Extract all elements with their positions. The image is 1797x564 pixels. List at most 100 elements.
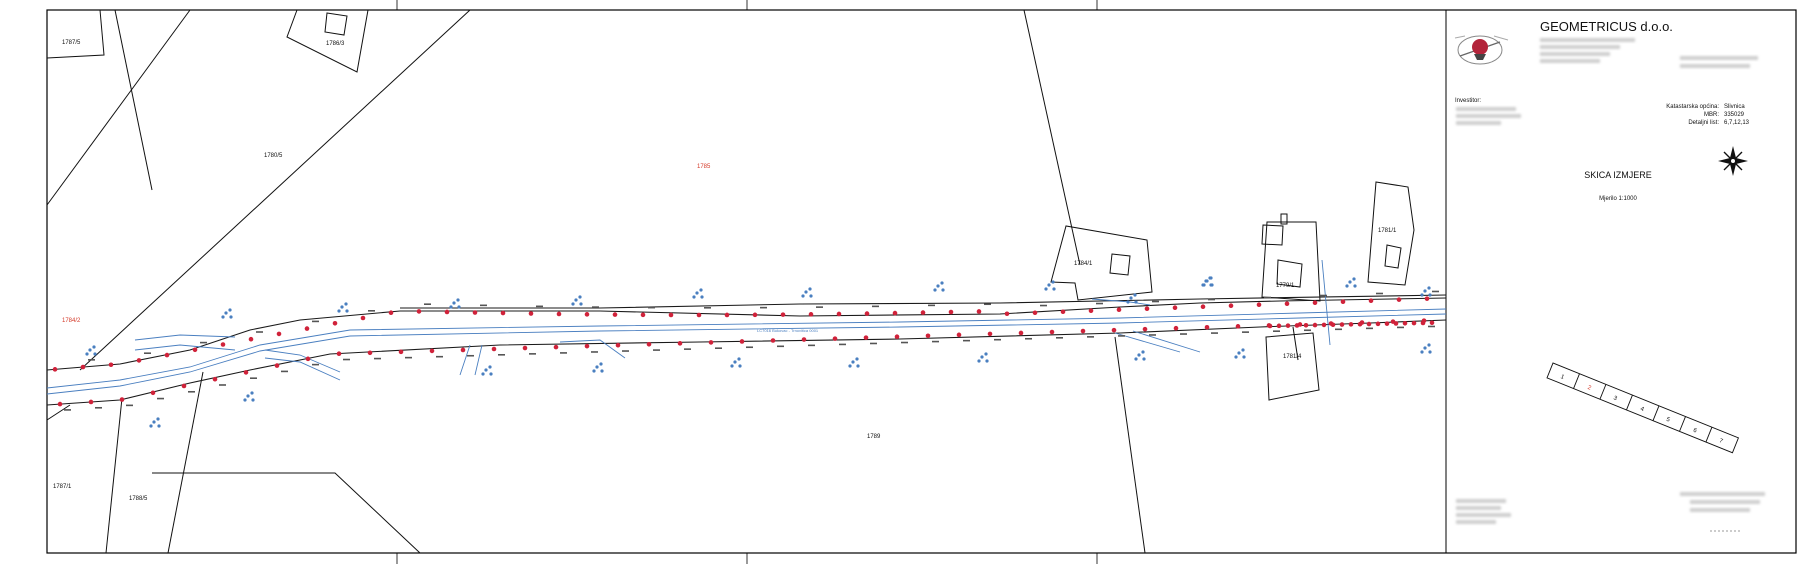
measurement-labels <box>64 290 1439 411</box>
survey-point <box>864 311 870 316</box>
sheet-label: Detaljni list: <box>1688 120 1719 126</box>
measurement-tick <box>188 390 195 393</box>
parcel-label: 1788/5 <box>129 496 148 502</box>
measurement-tick <box>343 358 350 361</box>
survey-point <box>925 333 931 339</box>
survey-point <box>724 312 730 318</box>
measurement-tick <box>529 353 536 355</box>
survey-point <box>1368 298 1374 303</box>
survey-point <box>1429 320 1435 326</box>
parcel-label: 1789 <box>867 434 881 440</box>
sheet-index-cell: 3 <box>1612 395 1618 402</box>
measurement-tick <box>1180 333 1187 335</box>
survey-point <box>1032 310 1038 316</box>
tree-icon <box>571 295 583 306</box>
sheet-index-cell-current: 2 <box>1586 385 1592 392</box>
parcel-label: 1781/1 <box>1378 228 1397 234</box>
survey-point <box>1357 321 1363 327</box>
survey-point <box>1200 304 1206 310</box>
survey-point <box>1348 322 1354 327</box>
survey-point <box>274 363 280 368</box>
tree-icon <box>243 391 255 402</box>
sheet-index-cell: 1 <box>1560 374 1566 381</box>
survey-point <box>584 343 590 349</box>
survey-point <box>119 397 125 402</box>
survey-point <box>1116 307 1122 313</box>
tree-icon <box>692 288 704 299</box>
survey-point <box>500 310 506 316</box>
survey-point <box>1384 321 1390 326</box>
fold-marks <box>396 0 1098 564</box>
survey-point <box>1049 329 1055 335</box>
survey-point <box>1321 322 1327 328</box>
mbr-label: MBR: <box>1704 112 1719 118</box>
survey-point <box>80 364 86 370</box>
survey-point <box>1267 323 1273 329</box>
tree-icon <box>481 365 493 376</box>
measurement-tick <box>648 306 655 309</box>
measurement-tick <box>932 340 939 343</box>
sheet-index-cell: 5 <box>1665 417 1671 424</box>
measurement-tick <box>250 377 257 379</box>
measurement-tick <box>281 370 288 373</box>
survey-point <box>1402 321 1408 326</box>
parcel-label: 1780/5 <box>264 153 283 159</box>
survey-point <box>553 344 559 350</box>
measurement-tick <box>1096 302 1103 305</box>
tree-icon <box>801 287 813 298</box>
survey-point <box>956 332 962 338</box>
tree-icon <box>1420 343 1432 354</box>
measurement-tick <box>312 363 319 366</box>
survey-point <box>894 334 900 340</box>
measurement-tick <box>653 349 660 351</box>
measurement-tick <box>1432 290 1439 293</box>
survey-point <box>1294 323 1300 328</box>
survey-point <box>1142 326 1148 332</box>
measurement-tick <box>144 352 151 355</box>
measurement-tick <box>88 359 95 361</box>
contact-redacted <box>1680 56 1758 68</box>
parcel-label: 1787/5 <box>62 40 81 46</box>
tree-icon <box>1134 350 1146 361</box>
survey-point <box>1424 296 1430 301</box>
survey-point <box>1235 324 1241 329</box>
survey-point <box>416 309 422 314</box>
survey-point <box>220 342 226 347</box>
investor-redacted <box>1456 107 1521 125</box>
parcel-boundaries <box>46 9 1415 554</box>
survey-points <box>52 296 1435 407</box>
survey-point <box>150 390 156 396</box>
measurement-tick <box>1056 337 1063 339</box>
measurement-tick <box>1025 337 1032 340</box>
survey-point <box>164 352 170 358</box>
tree-icon <box>848 357 860 368</box>
survey-point <box>1204 324 1210 330</box>
survey-point <box>677 341 683 346</box>
survey-point <box>136 358 142 363</box>
tree-icon <box>1202 276 1214 287</box>
survey-point <box>836 311 842 317</box>
north-arrow-icon <box>1718 146 1748 176</box>
survey-point <box>1173 325 1179 331</box>
survey-point <box>1018 330 1024 336</box>
survey-point <box>1303 322 1309 328</box>
measurement-tick <box>157 397 164 400</box>
measurement-tick <box>746 346 753 349</box>
measurement-tick <box>1208 298 1215 301</box>
measurement-tick <box>1428 325 1435 328</box>
survey-point <box>1330 322 1336 328</box>
survey-point <box>920 310 926 315</box>
survey-point <box>987 331 993 337</box>
measurement-tick <box>839 343 846 346</box>
survey-point <box>556 311 562 317</box>
survey-point <box>832 336 838 341</box>
tree-icon <box>933 281 945 292</box>
measurement-tick <box>374 357 381 360</box>
tree-icon <box>449 298 461 309</box>
tree-icon <box>1044 280 1056 291</box>
survey-point <box>192 347 198 353</box>
measurement-tick <box>928 304 935 307</box>
survey-point <box>336 351 342 357</box>
measurement-tick <box>1040 304 1047 307</box>
measurement-tick <box>498 354 505 356</box>
